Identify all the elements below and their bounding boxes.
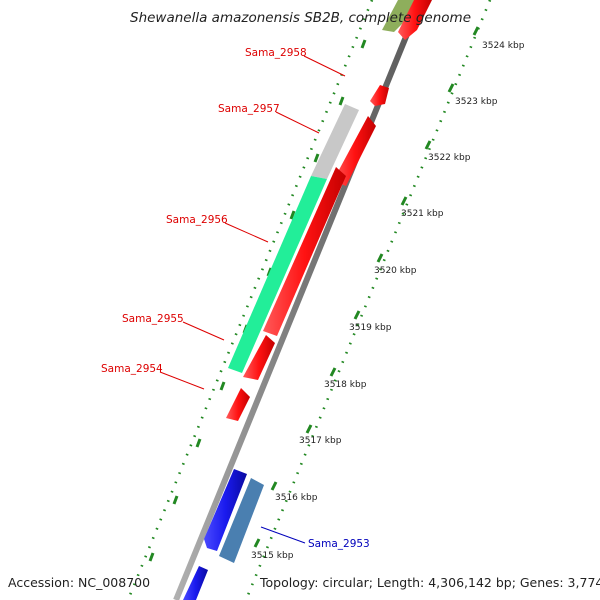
gene-label-sama-2953: Sama_2953 [308,538,370,550]
accession-text: Accession: NC_008700 [8,575,150,590]
tick-label-3524: 3524 kbp [482,41,525,51]
gene-sama-2956 [263,167,346,336]
tick-label-3523: 3523 kbp [455,97,498,107]
gene-sama-2953 [219,478,264,563]
gene-sama-2955 [243,335,275,380]
tick-label-3520: 3520 kbp [374,266,417,276]
gene-top-olive [382,0,418,32]
gene-label-sama-2957: Sama_2957 [218,103,280,115]
gene-label-lines [159,55,346,544]
tick-label-3516: 3516 kbp [275,493,318,503]
gene-top-red [398,0,432,40]
genome-summary-text: Topology: circular; Length: 4,306,142 bp… [259,575,600,590]
tick-label-3515: 3515 kbp [251,551,294,561]
outer-ruler-ticks [253,26,480,548]
gene-sama-2957-highlight [311,104,359,179]
tick-label-3518: 3518 kbp [324,380,367,390]
gene-sama-2957 [333,116,376,186]
gene-blue-1 [204,469,247,551]
tick-label-3521: 3521 kbp [401,209,444,219]
gene-label-sama-2954: Sama_2954 [101,363,163,375]
gene-labels: Sama_2958 Sama_2957 Sama_2956 Sama_2955 … [101,47,370,550]
tick-label-3517: 3517 kbp [299,436,342,446]
gene-label-sama-2955: Sama_2955 [122,313,184,325]
tick-label-3522: 3522 kbp [428,153,471,163]
gene-sama-2956-highlight [228,176,327,373]
gene-label-sama-2956: Sama_2956 [166,214,228,226]
tick-labels: 3524 kbp 3523 kbp 3522 kbp 3521 kbp 3520… [251,41,525,561]
tick-label-3519: 3519 kbp [349,323,392,333]
map-title: Shewanella amazonensis SB2B, complete ge… [130,10,471,26]
gene-blue-bottom [183,566,208,600]
gene-sama-2958 [370,85,389,106]
gene-label-sama-2958: Sama_2958 [245,47,307,59]
gene-sama-2954 [226,388,250,421]
